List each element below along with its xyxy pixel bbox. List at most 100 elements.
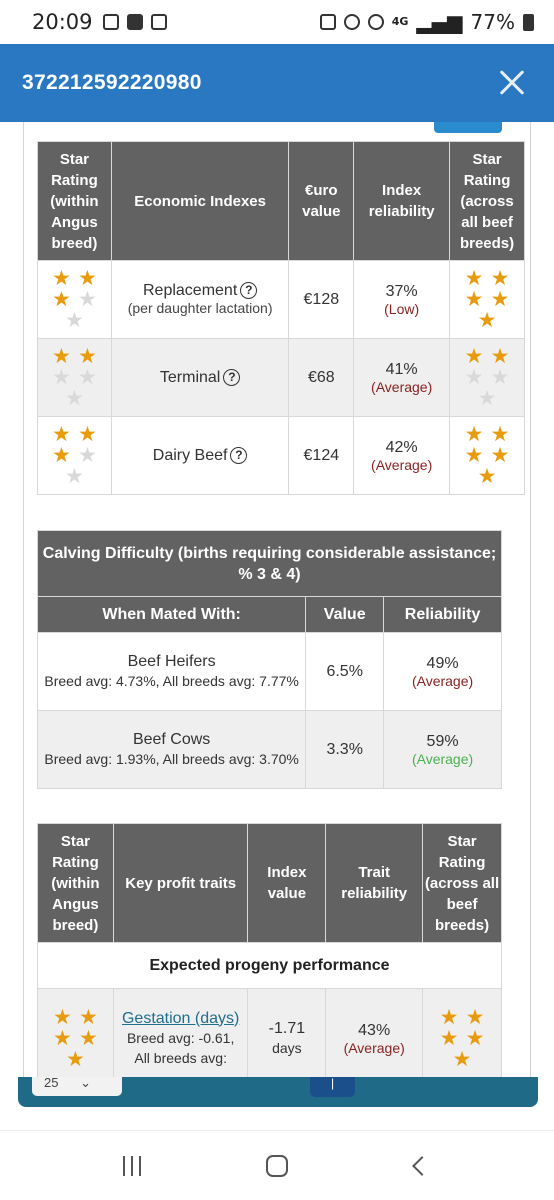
- reliability-value: 59%: [426, 732, 459, 750]
- star-icon: ★: [52, 423, 71, 446]
- index-unit: days: [272, 1039, 302, 1056]
- notification-icons: [102, 14, 167, 30]
- chevron-down-icon: ⌄: [80, 1075, 91, 1090]
- close-icon[interactable]: [492, 63, 532, 103]
- checkbox-icon: [150, 14, 167, 30]
- reliability-label: (Average): [371, 378, 433, 395]
- star-icon: ★: [66, 1048, 85, 1071]
- header-economic-indexes: Economic Indexes: [110, 141, 290, 261]
- reliability-value: 49%: [426, 654, 459, 672]
- star-icon: ★: [477, 387, 497, 410]
- star-icon: ★: [490, 345, 510, 368]
- index-subtitle: (per daughter lactation): [127, 299, 273, 316]
- mated-name: Beef Heifers: [127, 652, 216, 670]
- header-index-value: Index value: [247, 823, 327, 943]
- calving-value: 3.3%: [305, 710, 385, 789]
- star-icon: ★: [477, 309, 497, 332]
- header-reliability: Reliability: [383, 596, 502, 633]
- star-icon: ★: [65, 309, 84, 332]
- partial-button[interactable]: [434, 122, 502, 133]
- star-icon: ★: [78, 366, 97, 389]
- status-bar: 20:09 4G ▂▄▆ 77%: [0, 0, 554, 44]
- index-name: Terminal: [159, 368, 221, 386]
- scroll-content[interactable]: Star Rating (within Angus breed) Economi…: [0, 122, 554, 1077]
- star-icon: ★: [79, 1006, 98, 1029]
- star-icon: ★: [52, 345, 71, 368]
- table-row: ★ ★ ★ ★ ★ Gestation (days) Breed avg: -0.61,…: [37, 988, 502, 1077]
- star-icon: ★: [490, 288, 510, 311]
- star-icon: ★: [464, 345, 484, 368]
- mated-name: Beef Cows: [132, 730, 211, 748]
- breed-average: Breed avg: -0.61,: [126, 1029, 235, 1046]
- page-button[interactable]: |: [310, 1077, 355, 1097]
- breed-average: Breed avg: 4.73%, All breeds avg: 7.77%: [44, 672, 299, 689]
- stars-across: ★ ★ ★ ★ ★: [449, 260, 525, 339]
- stars-within: ★ ★ ★ ★ ★: [37, 416, 112, 495]
- star-icon: ★: [464, 267, 484, 290]
- help-icon[interactable]: ?: [223, 368, 241, 386]
- star-icon: ★: [65, 387, 84, 410]
- table-row: Expected progeny performance: [37, 942, 502, 989]
- help-icon[interactable]: ?: [240, 281, 258, 299]
- reliability-value: 37%: [385, 282, 418, 300]
- table-row: ★ ★ ★ ★ ★ Replacement? (per daughter lactati…: [37, 260, 525, 339]
- signal-icon: ▂▄▆: [416, 10, 463, 34]
- header-index-reliability: Index reliability: [353, 141, 451, 261]
- help-icon[interactable]: ?: [230, 446, 248, 464]
- status-right: 4G ▂▄▆ 77%: [319, 10, 534, 34]
- header-key-profit-traits: Key profit traits: [112, 823, 249, 943]
- home-icon: [265, 1154, 288, 1177]
- star-icon: ★: [439, 1027, 459, 1050]
- calving-value: 6.5%: [305, 632, 385, 711]
- recents-button[interactable]: [112, 1146, 152, 1186]
- reliability-label: (Low): [384, 300, 420, 317]
- recents-icon: [123, 1155, 142, 1176]
- dialog-header: 372212592220980: [0, 44, 554, 122]
- page-size-value: 25: [44, 1075, 59, 1090]
- star-icon: ★: [52, 288, 71, 311]
- star-icon: ★: [78, 267, 97, 290]
- stars-within: ★ ★ ★ ★ ★: [37, 260, 112, 339]
- home-button[interactable]: [257, 1146, 297, 1186]
- gallery-icon: [102, 14, 119, 30]
- star-icon: ★: [65, 465, 84, 488]
- star-icon: ★: [53, 1027, 72, 1050]
- reliability-label: (Average): [411, 750, 474, 767]
- header-mated-with: When Mated With:: [36, 596, 307, 633]
- network-type: 4G: [391, 15, 409, 28]
- header-value: Value: [305, 596, 385, 633]
- index-name: Replacement: [142, 281, 238, 299]
- euro-value: €124: [288, 416, 355, 495]
- header-star-across: Star Rating (across all beef breeds): [422, 823, 502, 943]
- lock-icon: [319, 14, 336, 30]
- euro-value: €128: [288, 260, 355, 339]
- reliability-value: 42%: [385, 438, 418, 456]
- star-icon: ★: [53, 1006, 72, 1029]
- snapchat-icon: [126, 14, 143, 30]
- reliability-value: 43%: [358, 1021, 391, 1039]
- star-icon: ★: [490, 444, 510, 467]
- section-band: Expected progeny performance: [37, 942, 502, 989]
- stars-across: ★ ★ ★ ★ ★: [449, 416, 525, 495]
- alarm-icon: [343, 14, 360, 30]
- reliability-label: (Average): [411, 672, 474, 689]
- header-trait-reliability: Trait reliability: [325, 823, 424, 943]
- page-size-select[interactable]: 25 ⌄: [32, 1075, 122, 1096]
- back-button[interactable]: [402, 1146, 442, 1186]
- reliability-label: (Average): [371, 456, 433, 473]
- star-icon: ★: [464, 423, 484, 446]
- calving-difficulty-table: Calving Difficulty (births requiring con…: [36, 530, 502, 789]
- index-value: -1.71: [268, 1019, 306, 1037]
- all-breeds-average: All breeds avg:: [134, 1049, 227, 1066]
- table-row: ★ ★ ★ ★ ★ Dairy Beef? €124 42% (Average) ★ ★ ★…: [37, 416, 525, 495]
- status-time: 20:09: [32, 10, 93, 34]
- system-nav-bar: [0, 1130, 554, 1200]
- key-profit-traits-table: Star Rating (within Angus breed) Key pro…: [37, 823, 502, 1077]
- reliability-value: 41%: [385, 360, 418, 378]
- star-icon: ★: [52, 444, 71, 467]
- hotspot-icon: [367, 14, 384, 30]
- star-icon: ★: [52, 366, 71, 389]
- calving-title: Calving Difficulty (births requiring con…: [37, 530, 502, 597]
- gestation-link[interactable]: Gestation (days): [121, 1009, 240, 1027]
- header-euro-value: €uro value: [288, 141, 355, 261]
